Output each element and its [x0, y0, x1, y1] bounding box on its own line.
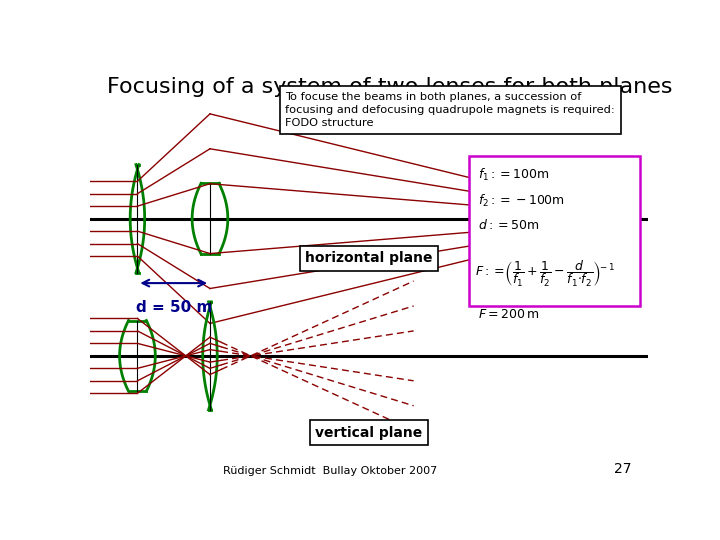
- Text: 27: 27: [613, 462, 631, 476]
- Text: $F = 200\,\mathrm{m}$: $F = 200\,\mathrm{m}$: [478, 308, 539, 321]
- Text: vertical plane: vertical plane: [315, 426, 423, 440]
- Text: $f_1 := 100\mathrm{m}$: $f_1 := 100\mathrm{m}$: [478, 167, 549, 183]
- Text: $d := 50\mathrm{m}$: $d := 50\mathrm{m}$: [478, 218, 539, 232]
- Text: Rüdiger Schmidt  Bullay Oktober 2007: Rüdiger Schmidt Bullay Oktober 2007: [222, 465, 437, 476]
- FancyBboxPatch shape: [469, 156, 639, 306]
- Text: horizontal plane: horizontal plane: [305, 251, 433, 265]
- Text: $f_2 := -100\mathrm{m}$: $f_2 := -100\mathrm{m}$: [478, 192, 564, 208]
- Text: $F := \!\left(\dfrac{1}{f_1}+\dfrac{1}{f_2}-\dfrac{d}{f_1{\cdot}f_2}\right)^{\!\: $F := \!\left(\dfrac{1}{f_1}+\dfrac{1}{f…: [475, 260, 616, 289]
- Text: To focuse the beams in both planes, a succession of
focusing and defocusing quad: To focuse the beams in both planes, a su…: [285, 92, 615, 128]
- Text: Focusing of a system of two lenses for both planes: Focusing of a system of two lenses for b…: [107, 77, 672, 97]
- Text: d = 50 m: d = 50 m: [135, 300, 212, 315]
